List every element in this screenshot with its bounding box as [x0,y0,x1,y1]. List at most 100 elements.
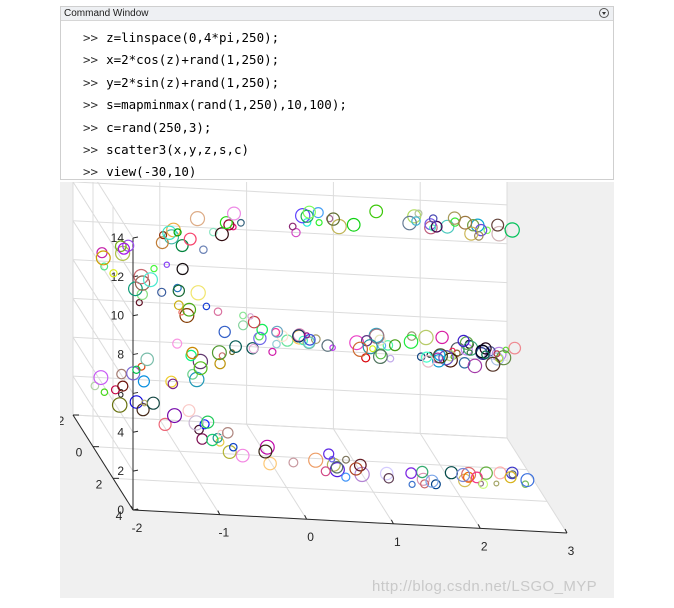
scatter-point [111,397,128,413]
scatter-point [132,365,141,374]
z-tick-mark [132,314,139,317]
x-tick-label: 3 [568,544,575,558]
scatter-point [425,474,439,488]
scatter-point [496,350,512,366]
scatter-point [109,269,118,278]
scatter-point [193,361,208,376]
command-line: >> c=rand(250,3); [83,117,347,139]
scatter-point [310,334,321,345]
scatter-point [294,208,311,224]
scatter-point [414,209,423,218]
scatter-point [479,342,492,355]
scatter-point [217,429,225,437]
z-tick-label: 8 [117,348,124,362]
command-text: scatter3(x,y,z,s,c) [106,141,250,157]
scatter-point [238,320,249,331]
scatter-point [173,228,182,237]
scatter-point [493,480,500,487]
grid-line [72,220,508,245]
scatter-point [268,347,277,356]
prompt: >> [83,164,99,180]
scatter-point [520,473,535,488]
command-text: view(-30,10) [106,164,197,180]
prompt: >> [83,119,99,135]
scatter-point [256,323,268,336]
scatter-point [142,272,158,288]
x-tick-label: 0 [307,530,314,544]
scatter-point [182,302,197,317]
scatter-point [456,467,471,483]
scatter-point [163,261,171,268]
scatter-point [508,470,517,479]
prompt: >> [83,52,99,68]
grid-line [72,297,508,322]
command-history: >> z=linspace(0,4*pi,250); >> x=2*cos(z)+r… [83,27,347,184]
scatter-point [100,262,109,271]
scatter-point [369,345,377,353]
scatter-point [303,332,310,339]
grid-line [72,414,508,439]
scatter-point [430,479,441,490]
scatter-point [100,388,109,397]
command-line: >> scatter3(x,y,z,s,c) [83,139,347,161]
grid-line [72,375,134,472]
scatter-point [202,302,211,311]
scatter-point [214,227,229,242]
scatter-point [405,467,417,479]
scatter-point [428,214,438,223]
scatter-point [490,352,505,366]
scatter-point [349,462,363,476]
x-tick-label: -2 [132,521,143,535]
scatter-point [239,311,247,320]
prompt: >> [83,97,99,113]
watermark: http://blog.csdn.net/LSGO_MYP [372,578,598,595]
scatter-point [460,343,473,356]
panel-menu-icon[interactable] [599,8,609,18]
scatter-point [323,448,335,460]
command-line: >> x=2*cos(z)+rand(1,250); [83,49,347,71]
scatter-point [229,340,243,354]
y-tick-label: -2 [60,414,65,428]
scatter-point [440,219,455,234]
z-tick-mark [132,469,139,472]
scatter-point [303,333,316,346]
scatter-point [223,219,235,231]
scatter-point [474,223,488,237]
x-tick-mark [477,524,481,529]
scatter-point [173,300,184,311]
scatter-point [209,227,218,237]
grid-line [72,375,508,400]
scatter-point [219,216,233,230]
scatter-point [321,339,334,352]
command-window[interactable]: Command Window >> z=linspace(0,4*pi,250);… [60,6,614,180]
x-tick-mark [390,519,394,525]
scatter-point [466,349,473,356]
grid-line [72,182,134,278]
scatter-point [158,417,172,431]
scatter-point [308,452,324,468]
z-tick-label: 10 [111,309,125,323]
scatter-point [247,313,254,320]
scatter-point [95,250,111,266]
scatter-point [137,375,151,388]
grid-line [72,298,134,394]
grid-line [332,428,394,525]
y-tick-label: 2 [96,477,103,491]
scatter-point [485,356,501,372]
scatter-point [185,349,197,362]
scatter-point [199,245,208,254]
scatter-point [478,479,489,490]
command-text: x=2*cos(z)+rand(1,250); [106,52,280,68]
scatter-point [373,349,388,365]
scatter-point [420,479,430,489]
scatter-point [302,205,316,219]
scatter-point [426,351,433,358]
z-tick-label: 6 [117,386,124,400]
scatter-point [235,448,250,463]
scatter-point [325,214,334,223]
scatter-point [93,370,109,386]
scatter-point [353,458,367,472]
scatter-point [467,358,483,374]
